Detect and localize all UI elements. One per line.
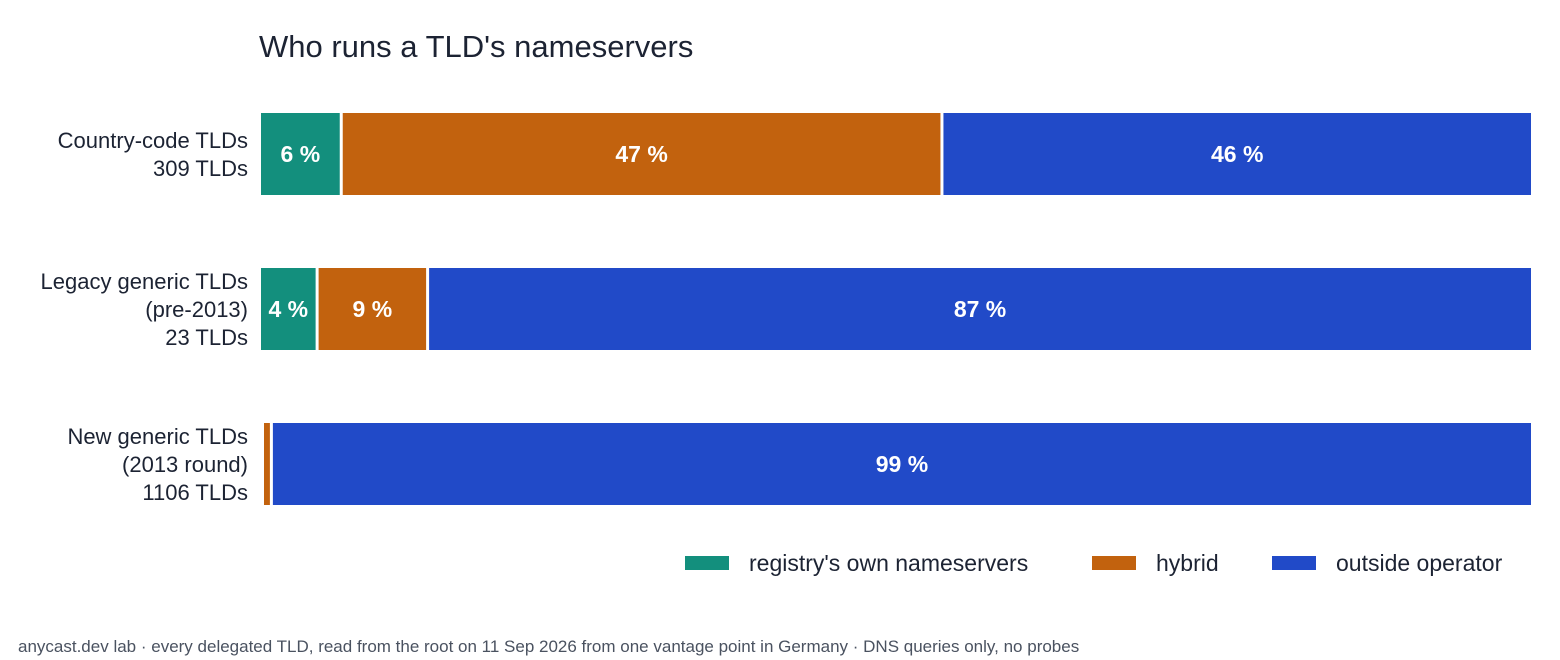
bar-segment-legacy-generic-tlds-hybrid [318,268,427,350]
category-label-legacy-generic-tlds-line-3: 23 TLDs [165,325,248,350]
bar-segment-legacy-generic-tlds-registry-s-own-nameservers [261,268,316,350]
bar-segment-country-code-tlds-outside-operator [943,113,1531,195]
category-label-new-generic-tlds-line-2: (2013 round) [122,452,248,477]
category-label-new-generic-tlds-line-1: New generic TLDs [67,424,248,449]
category-label-country-code-tlds-line-2: 309 TLDs [153,156,248,181]
category-label-country-code-tlds-line-1: Country-code TLDs [58,128,248,153]
bars: 6 % 47 % 46 % 4 % 9 % 87 % 99 % [261,113,1532,505]
legend-swatch-outside-operator [1272,556,1316,570]
bar-segment-country-code-tlds-registry-s-own-nameservers [261,113,340,195]
category-label-legacy-generic-tlds-line-2: (pre-2013) [145,297,248,322]
legend: registry's own nameservers hybrid outside … [685,550,1503,576]
bar-segment-legacy-generic-tlds-outside-operator [429,268,1532,350]
category-labels: Country-code TLDs 309 TLDs Legacy generic … [41,128,249,505]
data-label-country-code-tlds-registry-s-own-nameservers: 6 % [281,141,321,167]
footnote: anycast.dev lab · every delegated TLD, r… [18,637,1079,656]
chart-title: Who runs a TLD's nameservers [259,29,693,64]
data-label-country-code-tlds-hybrid: 47 % [615,141,667,167]
data-label-new-generic-tlds-outside-operator: 99 % [876,451,928,477]
legend-label-hybrid: hybrid [1156,550,1219,576]
category-label-legacy-generic-tlds-line-1: Legacy generic TLDs [41,269,249,294]
legend-swatch-hybrid [1092,556,1136,570]
bar-segment-country-code-tlds-hybrid [342,113,941,195]
bar-segment-new-generic-tlds-hybrid [264,423,270,505]
category-label-new-generic-tlds-line-3: 1106 TLDs [142,480,248,505]
data-label-legacy-generic-tlds-hybrid: 9 % [353,296,393,322]
legend-label-outside-operator: outside operator [1336,550,1503,576]
legend-label-registry-s-own-nameservers: registry's own nameservers [749,550,1028,576]
data-label-legacy-generic-tlds-registry-s-own-nameservers: 4 % [268,296,308,322]
bar-segment-new-generic-tlds-outside-operator [272,423,1531,505]
legend-swatch-registry-s-own-nameservers [685,556,729,570]
data-label-legacy-generic-tlds-outside-operator: 87 % [954,296,1006,322]
data-label-country-code-tlds-outside-operator: 46 % [1211,141,1263,167]
